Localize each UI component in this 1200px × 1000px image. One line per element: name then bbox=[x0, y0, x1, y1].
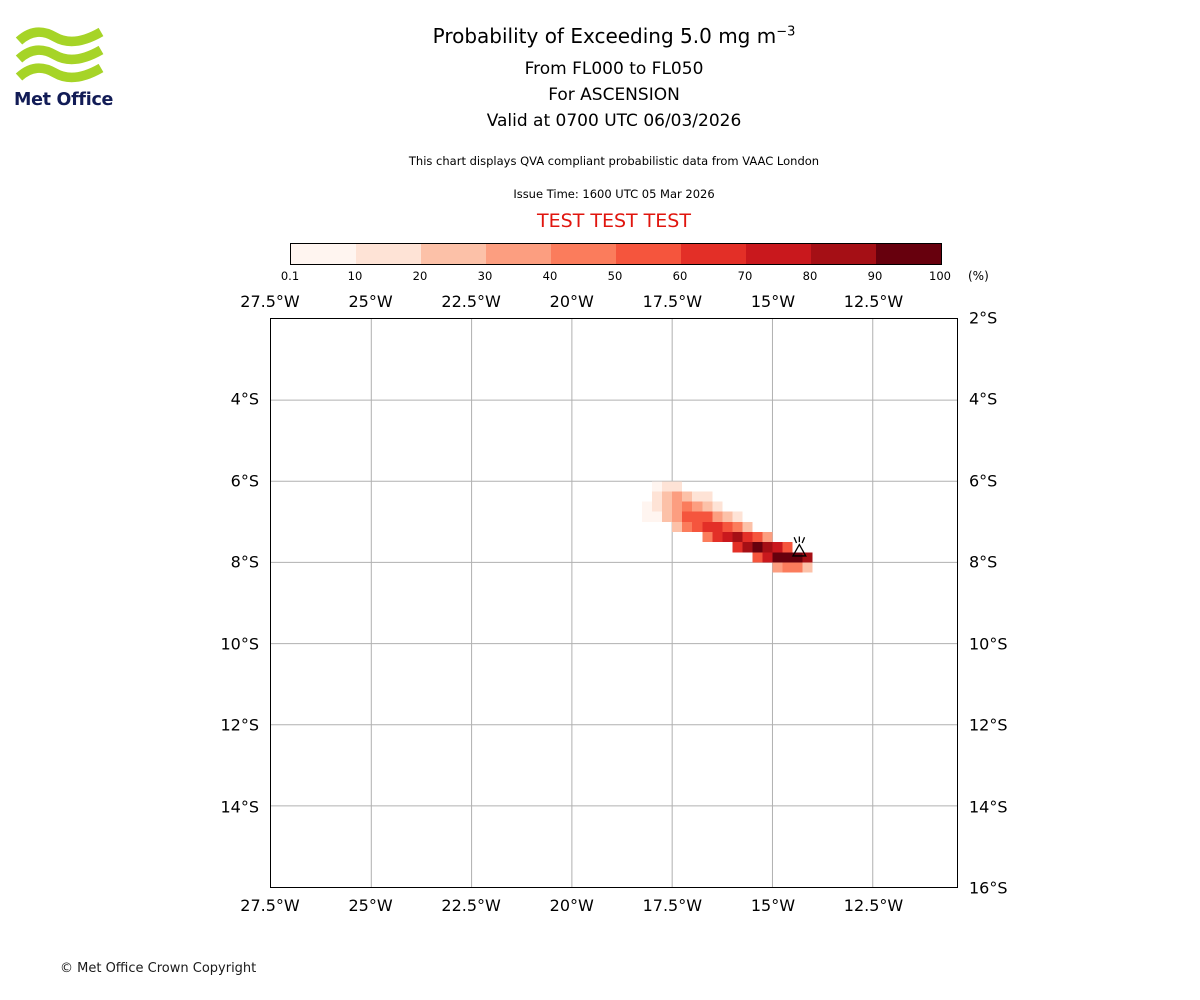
probability-cells bbox=[642, 481, 813, 573]
met-office-waves-icon bbox=[15, 27, 104, 83]
x-tick-label-bottom: 12.5°W bbox=[843, 896, 904, 915]
y-tick-label-right: 8°S bbox=[969, 552, 998, 572]
y-tick-label-right: 16°S bbox=[969, 878, 1008, 898]
colorbar-segment bbox=[421, 244, 486, 264]
met-office-logo: Met Office bbox=[14, 26, 124, 110]
x-tick-label-top: 27.5°W bbox=[240, 292, 300, 311]
y-tick-label-right: 10°S bbox=[969, 634, 1008, 654]
colorbar-tick-label: 30 bbox=[477, 269, 493, 283]
colorbar-segment bbox=[681, 244, 746, 264]
colorbar-tick-label: 10 bbox=[347, 269, 363, 283]
subtitle-valid-time: Valid at 0700 UTC 06/03/2026 bbox=[486, 111, 742, 131]
x-tick-label-bottom: 27.5°W bbox=[240, 896, 300, 915]
colorbar-tick-label: 40 bbox=[542, 269, 558, 283]
y-tick-label-left: 14°S bbox=[220, 797, 259, 817]
y-tick-label-right: 2°S bbox=[969, 308, 998, 328]
y-tick-label-left: 4°S bbox=[230, 389, 259, 409]
colorbar-tick-label: 0.1 bbox=[280, 269, 300, 283]
y-tick-label-right: 12°S bbox=[969, 715, 1008, 735]
x-tick-label-top: 20°W bbox=[549, 292, 594, 311]
x-tick-label-bottom: 20°W bbox=[549, 896, 594, 915]
x-tick-label-bottom: 25°W bbox=[348, 896, 393, 915]
subtitle-flight-levels: From FL000 to FL050 bbox=[524, 59, 704, 79]
x-tick-label-top: 17.5°W bbox=[642, 292, 703, 311]
x-tick-label-top: 22.5°W bbox=[441, 292, 501, 311]
colorbar-segment bbox=[356, 244, 421, 264]
colorbar-tick-label: 50 bbox=[607, 269, 623, 283]
map-svg bbox=[271, 319, 957, 887]
y-tick-label-left: 8°S bbox=[230, 552, 259, 572]
colorbar-tick-label: 20 bbox=[412, 269, 428, 283]
colorbar-segment bbox=[746, 244, 811, 264]
y-tick-label-left: 12°S bbox=[220, 715, 259, 735]
colorbar-segment bbox=[876, 244, 941, 264]
colorbar bbox=[290, 243, 942, 265]
x-tick-label-top: 12.5°W bbox=[843, 292, 904, 311]
chart-header: Probability of Exceeding 5.0 mg m−3 From… bbox=[214, 24, 1014, 232]
colorbar-segment bbox=[551, 244, 616, 264]
x-tick-label-bottom: 15°W bbox=[750, 896, 796, 915]
colorbar-tick-labels: 0.1 10 20 30 40 50 60 70 80 90 100 bbox=[281, 269, 990, 285]
grid-lines bbox=[271, 319, 957, 887]
y-tick-label-right: 4°S bbox=[969, 389, 998, 409]
copyright-text: © Met Office Crown Copyright bbox=[60, 961, 257, 976]
test-banner: TEST TEST TEST bbox=[537, 210, 691, 232]
x-tick-label-bottom: 22.5°W bbox=[441, 896, 501, 915]
colorbar-unit-label: (%) bbox=[968, 269, 989, 283]
colorbar-segment bbox=[811, 244, 876, 264]
x-tick-label-top: 25°W bbox=[348, 292, 393, 311]
y-tick-label-right: 6°S bbox=[969, 471, 998, 491]
volcano-marker bbox=[793, 536, 806, 555]
colorbar-tick-label: 90 bbox=[867, 269, 883, 283]
colorbar-segment bbox=[486, 244, 551, 264]
chart-title-superscript: −3 bbox=[776, 24, 796, 40]
colorbar-tick-label: 70 bbox=[737, 269, 753, 283]
qva-note: This chart displays QVA compliant probab… bbox=[408, 154, 820, 168]
colorbar-segment bbox=[291, 244, 356, 264]
issue-time: Issue Time: 1600 UTC 05 Mar 2026 bbox=[513, 187, 715, 201]
map-plot-area bbox=[270, 318, 958, 888]
y-tick-label-left: 10°S bbox=[220, 634, 259, 654]
y-tick-label-right: 14°S bbox=[969, 797, 1008, 817]
colorbar-tick-label: 60 bbox=[672, 269, 688, 283]
y-tick-label-left: 6°S bbox=[230, 471, 259, 491]
chart-title-text: Probability of Exceeding 5.0 mg m bbox=[432, 24, 777, 48]
colorbar-segment bbox=[616, 244, 681, 264]
subtitle-location: For ASCENSION bbox=[548, 85, 680, 105]
met-office-logo-text: Met Office bbox=[14, 90, 114, 110]
x-tick-label-bottom: 17.5°W bbox=[642, 896, 703, 915]
colorbar-tick-label: 80 bbox=[802, 269, 818, 283]
colorbar-tick-label: 100 bbox=[929, 269, 951, 283]
x-tick-label-top: 15°W bbox=[750, 292, 796, 311]
chart-title: Probability of Exceeding 5.0 mg m−3 bbox=[214, 24, 1014, 48]
